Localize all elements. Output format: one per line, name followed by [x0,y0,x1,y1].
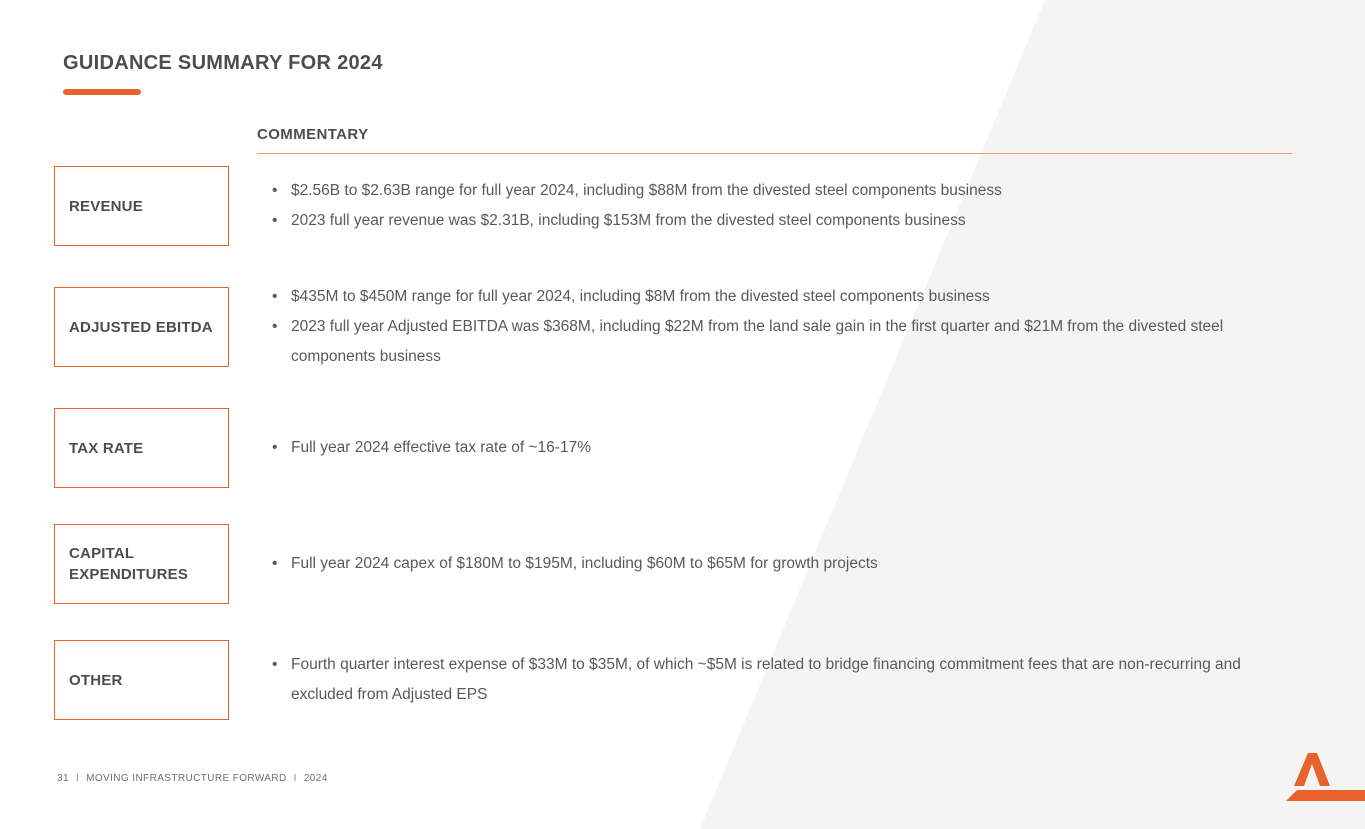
page-number: 31 [57,773,69,784]
label-box-adjusted-ebitda: ADJUSTED EBITDA [54,287,229,367]
slide-title: GUIDANCE SUMMARY FOR 2024 [63,52,383,74]
commentary-column-header: COMMENTARY [257,126,369,143]
label-box-tax-rate: TAX RATE [54,408,229,488]
footer-separator: I [293,773,297,784]
bullet-list: Full year 2024 capex of $180M to $195M, … [270,549,1280,579]
bullet-list: Fourth quarter interest expense of $33M … [270,650,1280,710]
slide-footer: 31 I MOVING INFRASTRUCTURE FORWARD I 2024 [57,773,328,784]
row-label: TAX RATE [69,439,144,457]
bullet-item: 2023 full year Adjusted EBITDA was $368M… [270,312,1280,372]
row-label: OTHER [69,671,123,689]
footer-year: 2024 [303,773,328,784]
bullet-item: $435M to $450M range for full year 2024,… [270,282,1280,312]
footer-tagline: MOVING INFRASTRUCTURE FORWARD [86,773,287,784]
bullet-list: $2.56B to $2.63B range for full year 202… [270,176,1280,236]
bullet-list: Full year 2024 effective tax rate of ~16… [270,433,1280,463]
label-box-other: OTHER [54,640,229,720]
guidance-row-capital-expenditures: CAPITAL EXPENDITURES Full year 2024 cape… [54,524,1304,604]
guidance-row-other: OTHER Fourth quarter interest expense of… [54,640,1304,720]
row-label: CAPITAL EXPENDITURES [69,545,189,583]
title-accent-bar [63,89,141,95]
guidance-row-adjusted-ebitda: ADJUSTED EBITDA $435M to $450M range for… [54,282,1304,372]
bullet-item: 2023 full year revenue was $2.31B, inclu… [270,206,1280,236]
guidance-row-revenue: REVENUE $2.56B to $2.63B range for full … [54,166,1304,246]
guidance-rows: REVENUE $2.56B to $2.63B range for full … [54,166,1304,756]
label-box-capital-expenditures: CAPITAL EXPENDITURES [54,524,229,604]
label-box-revenue: REVENUE [54,166,229,246]
bullet-item: Full year 2024 capex of $180M to $195M, … [270,549,1280,579]
bullet-item: Fourth quarter interest expense of $33M … [270,650,1280,710]
guidance-row-tax-rate: TAX RATE Full year 2024 effective tax ra… [54,408,1304,488]
row-label: ADJUSTED EBITDA [69,318,213,336]
row-label: REVENUE [69,197,143,215]
footer-separator: I [75,773,80,784]
commentary-divider-line [257,153,1292,154]
bullet-item: Full year 2024 effective tax rate of ~16… [270,433,1280,463]
company-logo-bar [1286,790,1365,801]
company-logo-a-icon [1294,753,1330,786]
bullet-item: $2.56B to $2.63B range for full year 202… [270,176,1280,206]
bullet-list: $435M to $450M range for full year 2024,… [270,282,1280,372]
